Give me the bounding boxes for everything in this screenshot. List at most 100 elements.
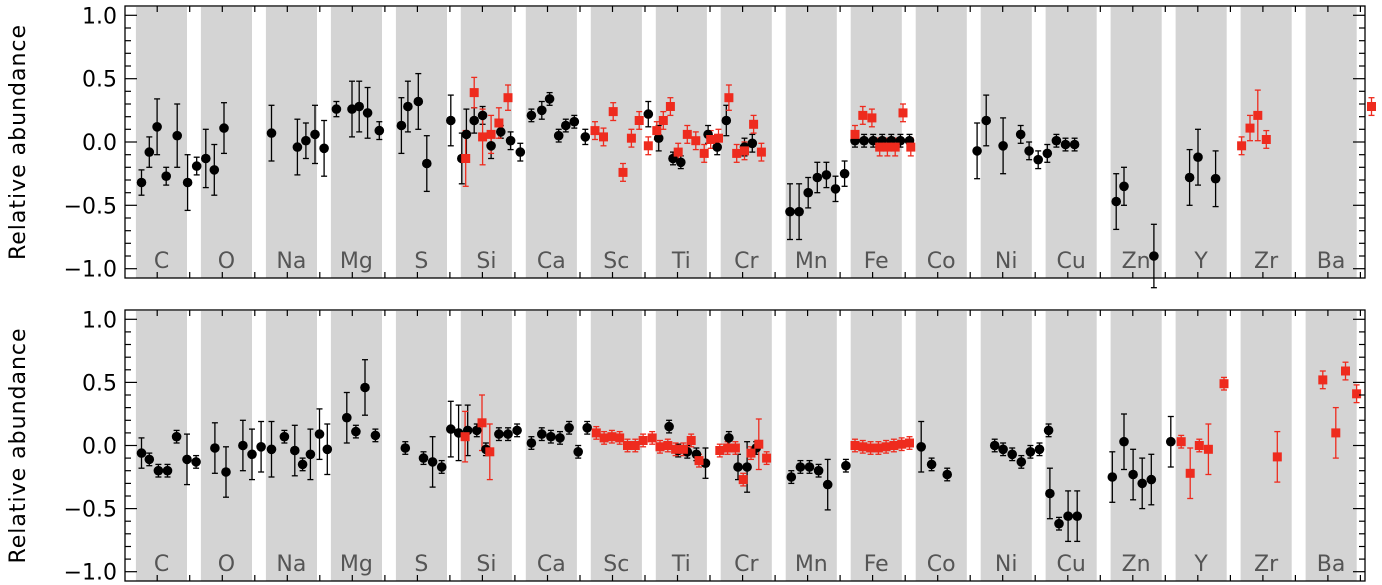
element-label-ba: Ba [1317,552,1346,577]
data-point-black [266,444,277,455]
data-point-black [305,449,316,460]
data-point-red [756,147,766,157]
data-point-red [673,147,683,157]
data-point-black [209,165,220,175]
data-point-black [1137,478,1147,489]
data-point-black [219,123,229,133]
data-point-black [182,177,193,188]
data-point-red [1253,110,1263,120]
data-point-red [671,444,681,454]
element-label-na: Na [276,249,306,274]
data-point-black [171,431,182,442]
data-point-red [882,142,892,152]
data-point-red [858,442,868,452]
data-point-red [890,142,900,152]
data-point-black [1024,146,1034,156]
data-point-black [347,104,357,114]
data-point-red [623,441,632,450]
data-point-black [427,457,438,467]
data-point-red [461,154,471,163]
band-ba [1305,311,1357,581]
data-point-red [485,447,495,457]
data-point-black [1072,511,1082,521]
data-point-black [396,120,407,131]
data-point-black [544,94,555,104]
data-point-black [526,110,537,121]
band-cu [1045,311,1097,581]
data-point-red [638,436,648,445]
band-zr [1240,311,1292,581]
data-point-red [762,453,772,463]
data-point-red [599,132,608,142]
data-point-black [733,462,743,472]
data-point-black [561,120,571,131]
band-c [135,311,187,581]
data-point-red [875,142,885,152]
data-point-black [319,143,329,154]
data-point-black [446,115,456,126]
data-point-black [1146,474,1157,485]
data-point-black [564,423,574,433]
data-point-red [634,116,644,125]
data-point-red [1203,444,1213,454]
data-point-red [643,141,653,151]
data-point-red [477,418,487,428]
data-point-black [1193,152,1203,162]
data-point-black [503,429,513,439]
element-label-co: Co [927,552,956,577]
data-point-red [503,93,513,103]
data-point-black [794,206,804,217]
y-axis-title: Relative abundance [6,24,31,260]
data-point-red [1219,379,1229,389]
data-point-black [1042,148,1053,159]
band-co [915,7,967,278]
data-point-black [813,465,824,476]
data-point-red [460,432,470,442]
data-point-black [998,141,1008,151]
y-tick-label: −0.5 [64,194,117,219]
data-point-black [555,433,565,443]
data-point-black [1034,444,1045,455]
data-point-black [342,412,352,423]
band-y [1175,7,1227,278]
band-zn [1110,311,1162,581]
data-point-black [136,177,147,188]
data-point-black [403,101,413,112]
data-point-red [655,442,665,452]
data-point-black [279,431,290,442]
data-point-black [256,442,266,452]
data-point-red [691,136,701,146]
data-point-red [1367,102,1376,111]
element-label-mn: Mn [795,249,828,274]
element-label-si: Si [476,552,496,577]
element-label-c: C [154,552,169,577]
element-label-s: S [414,249,428,274]
data-point-red [591,428,601,438]
data-point-red [723,443,733,453]
data-point-red [494,118,504,128]
data-point-black [136,448,147,458]
data-point-black [1069,139,1080,150]
element-label-o: O [218,552,235,577]
data-point-red [746,448,756,458]
data-point-black [301,135,311,146]
element-label-cu: Cu [1057,552,1086,577]
data-point-black [370,430,381,441]
data-point-black [972,146,982,156]
data-point-red [1194,441,1204,450]
data-point-black [496,127,506,137]
element-label-zn: Zn [1122,552,1151,577]
data-point-red [732,148,742,158]
data-point-black [1111,196,1121,207]
data-point-black [297,459,308,470]
data-point-black [292,142,303,152]
data-point-black [537,429,547,439]
data-point-red [608,107,618,117]
data-point-red [607,432,617,442]
data-point-red [850,441,860,450]
element-label-cu: Cu [1057,249,1086,274]
data-point-red [1331,428,1341,438]
data-point-black [1119,181,1129,192]
data-point-black [1025,447,1036,457]
data-point-red [706,135,716,144]
